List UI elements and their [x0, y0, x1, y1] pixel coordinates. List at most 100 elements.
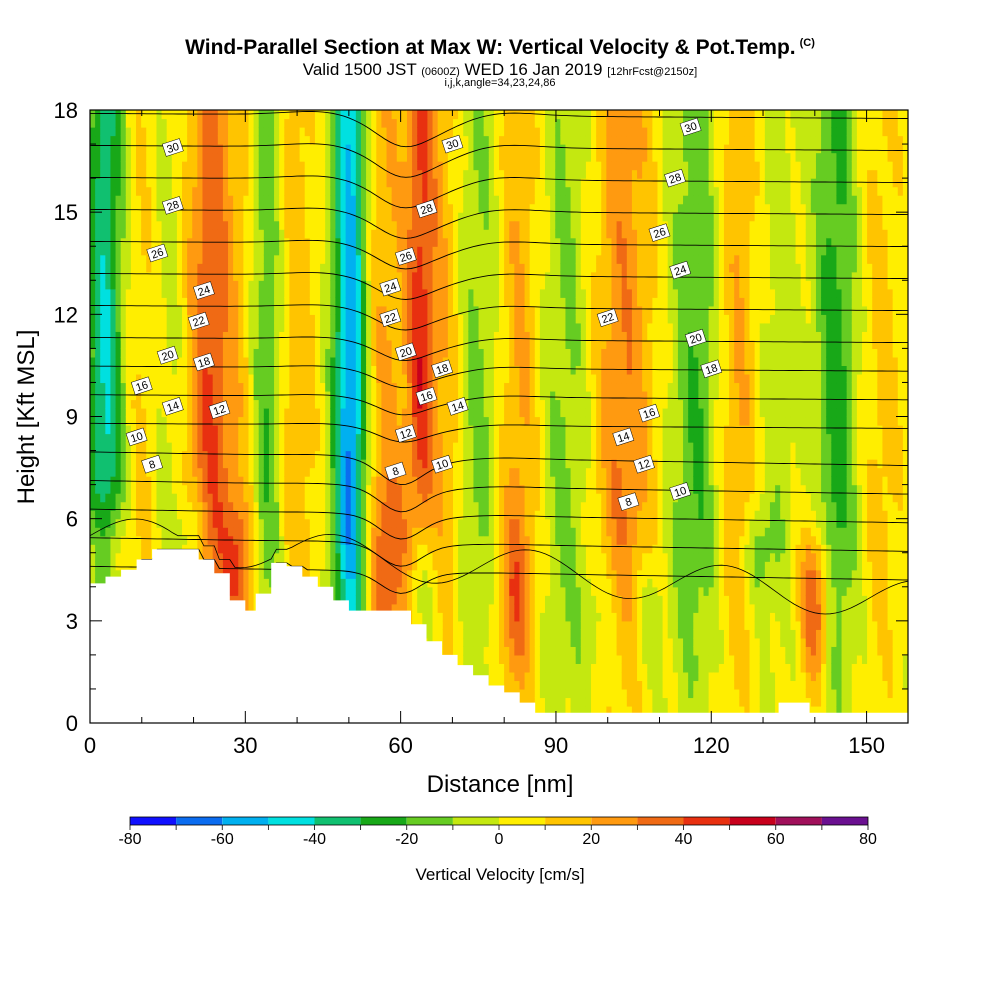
velocity-cell [299, 535, 306, 545]
velocity-cell [427, 629, 434, 639]
velocity-cell [233, 246, 239, 256]
velocity-cell [309, 152, 316, 162]
velocity-cell [386, 212, 393, 222]
velocity-cell [279, 518, 285, 528]
velocity-cell [161, 169, 168, 179]
velocity-cell [95, 527, 101, 537]
velocity-cell [161, 220, 168, 230]
velocity-cell [284, 110, 290, 120]
velocity-cell [381, 501, 388, 511]
velocity-cell [304, 459, 311, 469]
velocity-cell [100, 535, 106, 545]
velocity-cell [192, 518, 198, 528]
velocity-cell [442, 595, 449, 605]
velocity-cell [136, 450, 142, 460]
velocity-cell [366, 442, 372, 452]
velocity-cell [222, 280, 229, 290]
velocity-cell [309, 288, 316, 298]
velocity-cell [248, 586, 255, 596]
velocity-cell [202, 339, 209, 349]
velocity-cell [228, 118, 234, 128]
velocity-cell [350, 118, 357, 128]
velocity-cell [125, 127, 132, 137]
velocity-cell [381, 178, 388, 188]
velocity-cell [120, 484, 127, 494]
velocity-cell [304, 322, 311, 332]
velocity-cell [340, 127, 347, 137]
velocity-cell [340, 237, 347, 247]
velocity-cell [115, 510, 122, 520]
velocity-cell [130, 416, 137, 426]
velocity-cell [340, 288, 347, 298]
velocity-cell [233, 144, 239, 154]
velocity-cell [248, 382, 255, 392]
velocity-cell [212, 356, 219, 367]
velocity-cell [437, 595, 444, 605]
velocity-cell [340, 246, 347, 256]
velocity-cell [401, 280, 408, 290]
velocity-cell [100, 544, 106, 554]
velocity-cell [202, 433, 209, 443]
velocity-cell [381, 110, 388, 120]
velocity-cell [309, 416, 316, 426]
velocity-cell [90, 220, 96, 230]
velocity-cell [386, 603, 393, 613]
velocity-cell [406, 459, 413, 469]
velocity-cell [95, 459, 101, 469]
velocity-cell [412, 561, 418, 571]
velocity-cell [401, 339, 408, 349]
velocity-cell [136, 348, 142, 358]
velocity-cell [335, 322, 342, 332]
velocity-cell [130, 127, 137, 137]
velocity-cell [207, 195, 214, 205]
velocity-cell [371, 356, 377, 367]
velocity-cell [176, 459, 183, 469]
velocity-cell [130, 331, 137, 341]
velocity-cell [299, 144, 306, 154]
velocity-cell [335, 195, 342, 205]
velocity-cell [268, 135, 275, 145]
velocity-cell [340, 373, 347, 384]
velocity-cell [422, 305, 429, 315]
velocity-cell [171, 254, 178, 264]
velocity-cell [442, 561, 449, 571]
velocity-cell [294, 484, 301, 494]
velocity-cell [105, 178, 112, 188]
velocity-cell [309, 220, 316, 230]
velocity-cell [427, 399, 434, 409]
velocity-cell [386, 493, 393, 503]
velocity-cell [427, 416, 434, 426]
velocity-cell [417, 407, 423, 418]
velocity-cell [141, 314, 147, 324]
velocity-cell [238, 135, 244, 145]
velocity-cell [355, 382, 362, 392]
velocity-cell [243, 450, 250, 460]
velocity-cell [176, 527, 183, 537]
velocity-cell [115, 339, 122, 349]
velocity-cell [371, 246, 377, 256]
velocity-cell [391, 484, 398, 494]
velocity-cell [182, 510, 188, 520]
velocity-cell [258, 127, 265, 137]
velocity-cell [360, 433, 367, 443]
velocity-cell [422, 510, 429, 520]
velocity-cell [110, 450, 117, 460]
velocity-cell [325, 305, 331, 315]
velocity-cell [248, 118, 255, 128]
velocity-cell [314, 152, 321, 162]
velocity-cell [228, 152, 234, 162]
velocity-cell [422, 288, 429, 298]
velocity-cell [243, 254, 250, 264]
velocity-cell [401, 297, 408, 307]
velocity-cell [228, 127, 234, 137]
velocity-cell [386, 399, 393, 409]
velocity-cell [207, 152, 214, 162]
velocity-cell [161, 263, 168, 273]
velocity-cell [284, 288, 290, 298]
velocity-cell [422, 535, 429, 545]
velocity-cell [427, 178, 434, 188]
velocity-cell [366, 561, 372, 571]
velocity-cell [120, 467, 127, 477]
velocity-cell [217, 425, 224, 435]
velocity-cell [366, 110, 372, 120]
